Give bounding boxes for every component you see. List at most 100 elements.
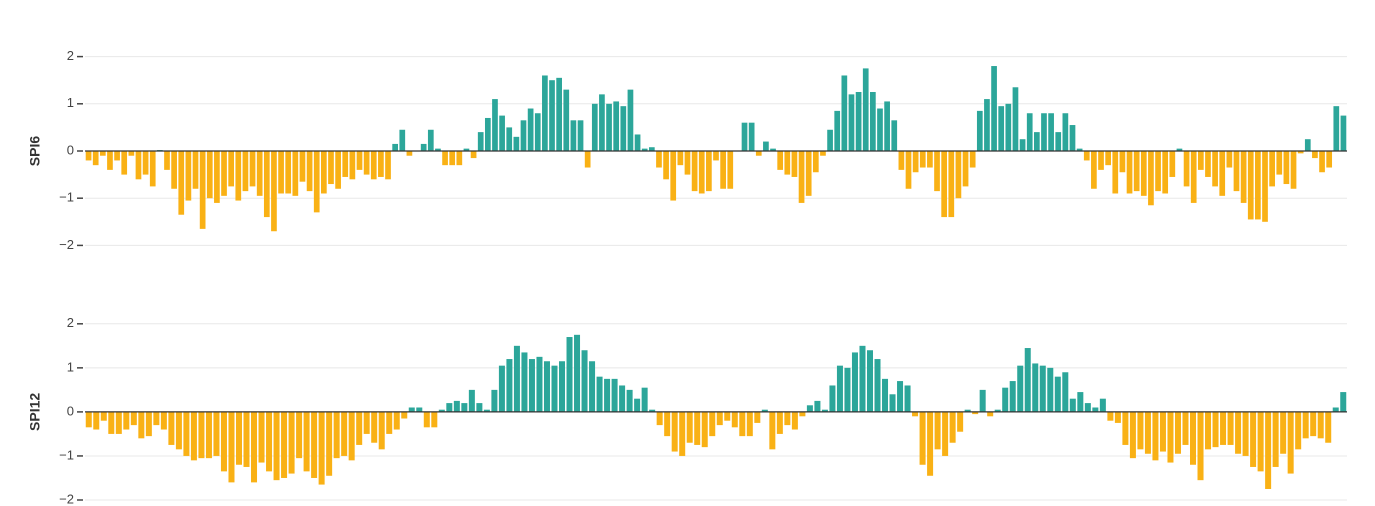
bar	[1310, 411, 1317, 437]
bar	[249, 151, 256, 187]
bar	[292, 151, 299, 196]
bar	[1205, 151, 1211, 177]
bar	[1162, 151, 1169, 194]
bar	[596, 376, 603, 412]
bar	[378, 151, 384, 177]
bar	[848, 94, 855, 151]
bar	[442, 151, 448, 166]
bar	[342, 151, 349, 177]
y-tick-label: 0	[67, 403, 74, 418]
y-axis-title: SPI12	[27, 393, 43, 431]
bar	[371, 411, 378, 443]
bar	[378, 411, 385, 450]
bar	[128, 151, 135, 156]
bar	[1290, 151, 1297, 189]
bar	[483, 409, 490, 412]
bar	[1126, 151, 1133, 194]
bar	[1098, 151, 1104, 170]
bar	[1105, 151, 1111, 166]
bar	[866, 350, 873, 412]
bar	[1167, 411, 1174, 463]
bar	[278, 151, 284, 194]
bar	[606, 103, 612, 151]
bar	[1062, 113, 1069, 151]
bar	[1055, 132, 1062, 151]
bar	[1026, 113, 1033, 151]
bar	[1283, 151, 1290, 185]
bar	[135, 151, 142, 180]
bar	[1235, 411, 1242, 454]
bar	[1169, 151, 1176, 177]
bar	[258, 411, 265, 463]
bar	[941, 151, 948, 218]
bar	[499, 115, 505, 151]
bar	[1099, 398, 1106, 412]
bar	[370, 151, 377, 180]
bar	[776, 411, 783, 434]
bar	[964, 409, 971, 412]
bar	[739, 411, 746, 437]
bar	[827, 129, 833, 151]
bar	[506, 127, 513, 151]
bar	[1024, 348, 1031, 412]
bar	[1062, 372, 1069, 412]
bar	[746, 411, 753, 437]
bar	[694, 411, 701, 445]
bar	[755, 151, 762, 156]
bar	[142, 151, 149, 175]
bar	[1240, 151, 1247, 203]
bar	[1212, 411, 1219, 448]
bar	[851, 352, 858, 412]
bar	[677, 151, 684, 166]
bar	[862, 68, 869, 151]
bar	[1048, 113, 1054, 151]
bar	[461, 403, 468, 412]
bar	[948, 151, 955, 218]
bar	[1262, 151, 1268, 222]
bar	[423, 411, 430, 428]
bar	[1122, 411, 1129, 445]
bar	[213, 411, 220, 456]
bar	[741, 122, 748, 151]
bar	[574, 334, 581, 412]
bar	[85, 151, 92, 161]
bar	[498, 365, 505, 412]
bar	[1114, 411, 1121, 423]
bar	[321, 151, 327, 194]
bar	[731, 411, 738, 428]
bar	[348, 411, 355, 461]
bar	[534, 113, 541, 151]
bar	[178, 151, 185, 215]
bar	[805, 151, 812, 196]
bar	[446, 403, 453, 412]
bar	[784, 151, 791, 175]
bar	[1152, 411, 1159, 461]
bar	[972, 411, 979, 415]
bar	[551, 365, 558, 412]
bar	[1325, 411, 1332, 443]
bar	[420, 143, 427, 151]
bar	[506, 359, 513, 412]
bar	[1033, 132, 1040, 151]
bar	[256, 151, 263, 196]
bar	[1255, 151, 1261, 220]
bar	[664, 411, 671, 437]
bar	[198, 411, 205, 459]
bar	[115, 411, 122, 434]
bar	[513, 136, 520, 151]
bar	[1265, 411, 1272, 489]
bar	[199, 151, 206, 229]
bar	[1005, 103, 1012, 151]
bar	[976, 110, 983, 151]
bar	[427, 129, 434, 151]
bar	[114, 151, 120, 161]
bar	[385, 151, 391, 180]
bar	[1212, 151, 1218, 187]
bar	[812, 151, 819, 173]
bar	[1257, 411, 1264, 472]
bar	[791, 151, 798, 177]
bar	[296, 411, 303, 459]
bar	[313, 151, 320, 213]
bar	[563, 89, 570, 151]
bar	[1302, 411, 1309, 439]
